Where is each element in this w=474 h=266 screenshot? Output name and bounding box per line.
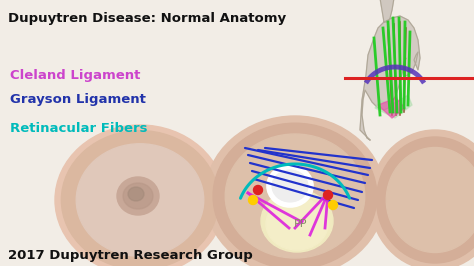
Ellipse shape [261, 190, 333, 252]
Circle shape [254, 185, 263, 194]
Circle shape [328, 201, 337, 210]
Circle shape [323, 190, 332, 200]
Circle shape [248, 196, 257, 205]
Text: Cleland Ligament: Cleland Ligament [10, 69, 140, 81]
Text: PP: PP [294, 219, 308, 229]
Text: Grayson Ligament: Grayson Ligament [10, 94, 146, 106]
Polygon shape [360, 16, 420, 140]
Ellipse shape [272, 170, 308, 202]
Ellipse shape [376, 137, 474, 263]
Ellipse shape [266, 198, 328, 250]
Polygon shape [375, 95, 412, 118]
Text: Dupuytren Disease: Normal Anatomy: Dupuytren Disease: Normal Anatomy [8, 12, 286, 25]
Ellipse shape [370, 130, 474, 266]
Ellipse shape [205, 116, 385, 266]
Polygon shape [380, 0, 394, 22]
Text: 2017 Dupuytren Research Group: 2017 Dupuytren Research Group [8, 250, 253, 263]
Ellipse shape [123, 183, 153, 209]
Ellipse shape [128, 187, 144, 201]
Ellipse shape [61, 131, 219, 266]
Text: Retinacular Fibers: Retinacular Fibers [10, 122, 147, 135]
Ellipse shape [117, 177, 159, 215]
Ellipse shape [213, 123, 377, 266]
Ellipse shape [76, 144, 204, 256]
Ellipse shape [386, 148, 474, 252]
Polygon shape [378, 98, 405, 118]
Ellipse shape [225, 134, 365, 258]
Ellipse shape [55, 125, 225, 266]
Ellipse shape [267, 165, 313, 207]
